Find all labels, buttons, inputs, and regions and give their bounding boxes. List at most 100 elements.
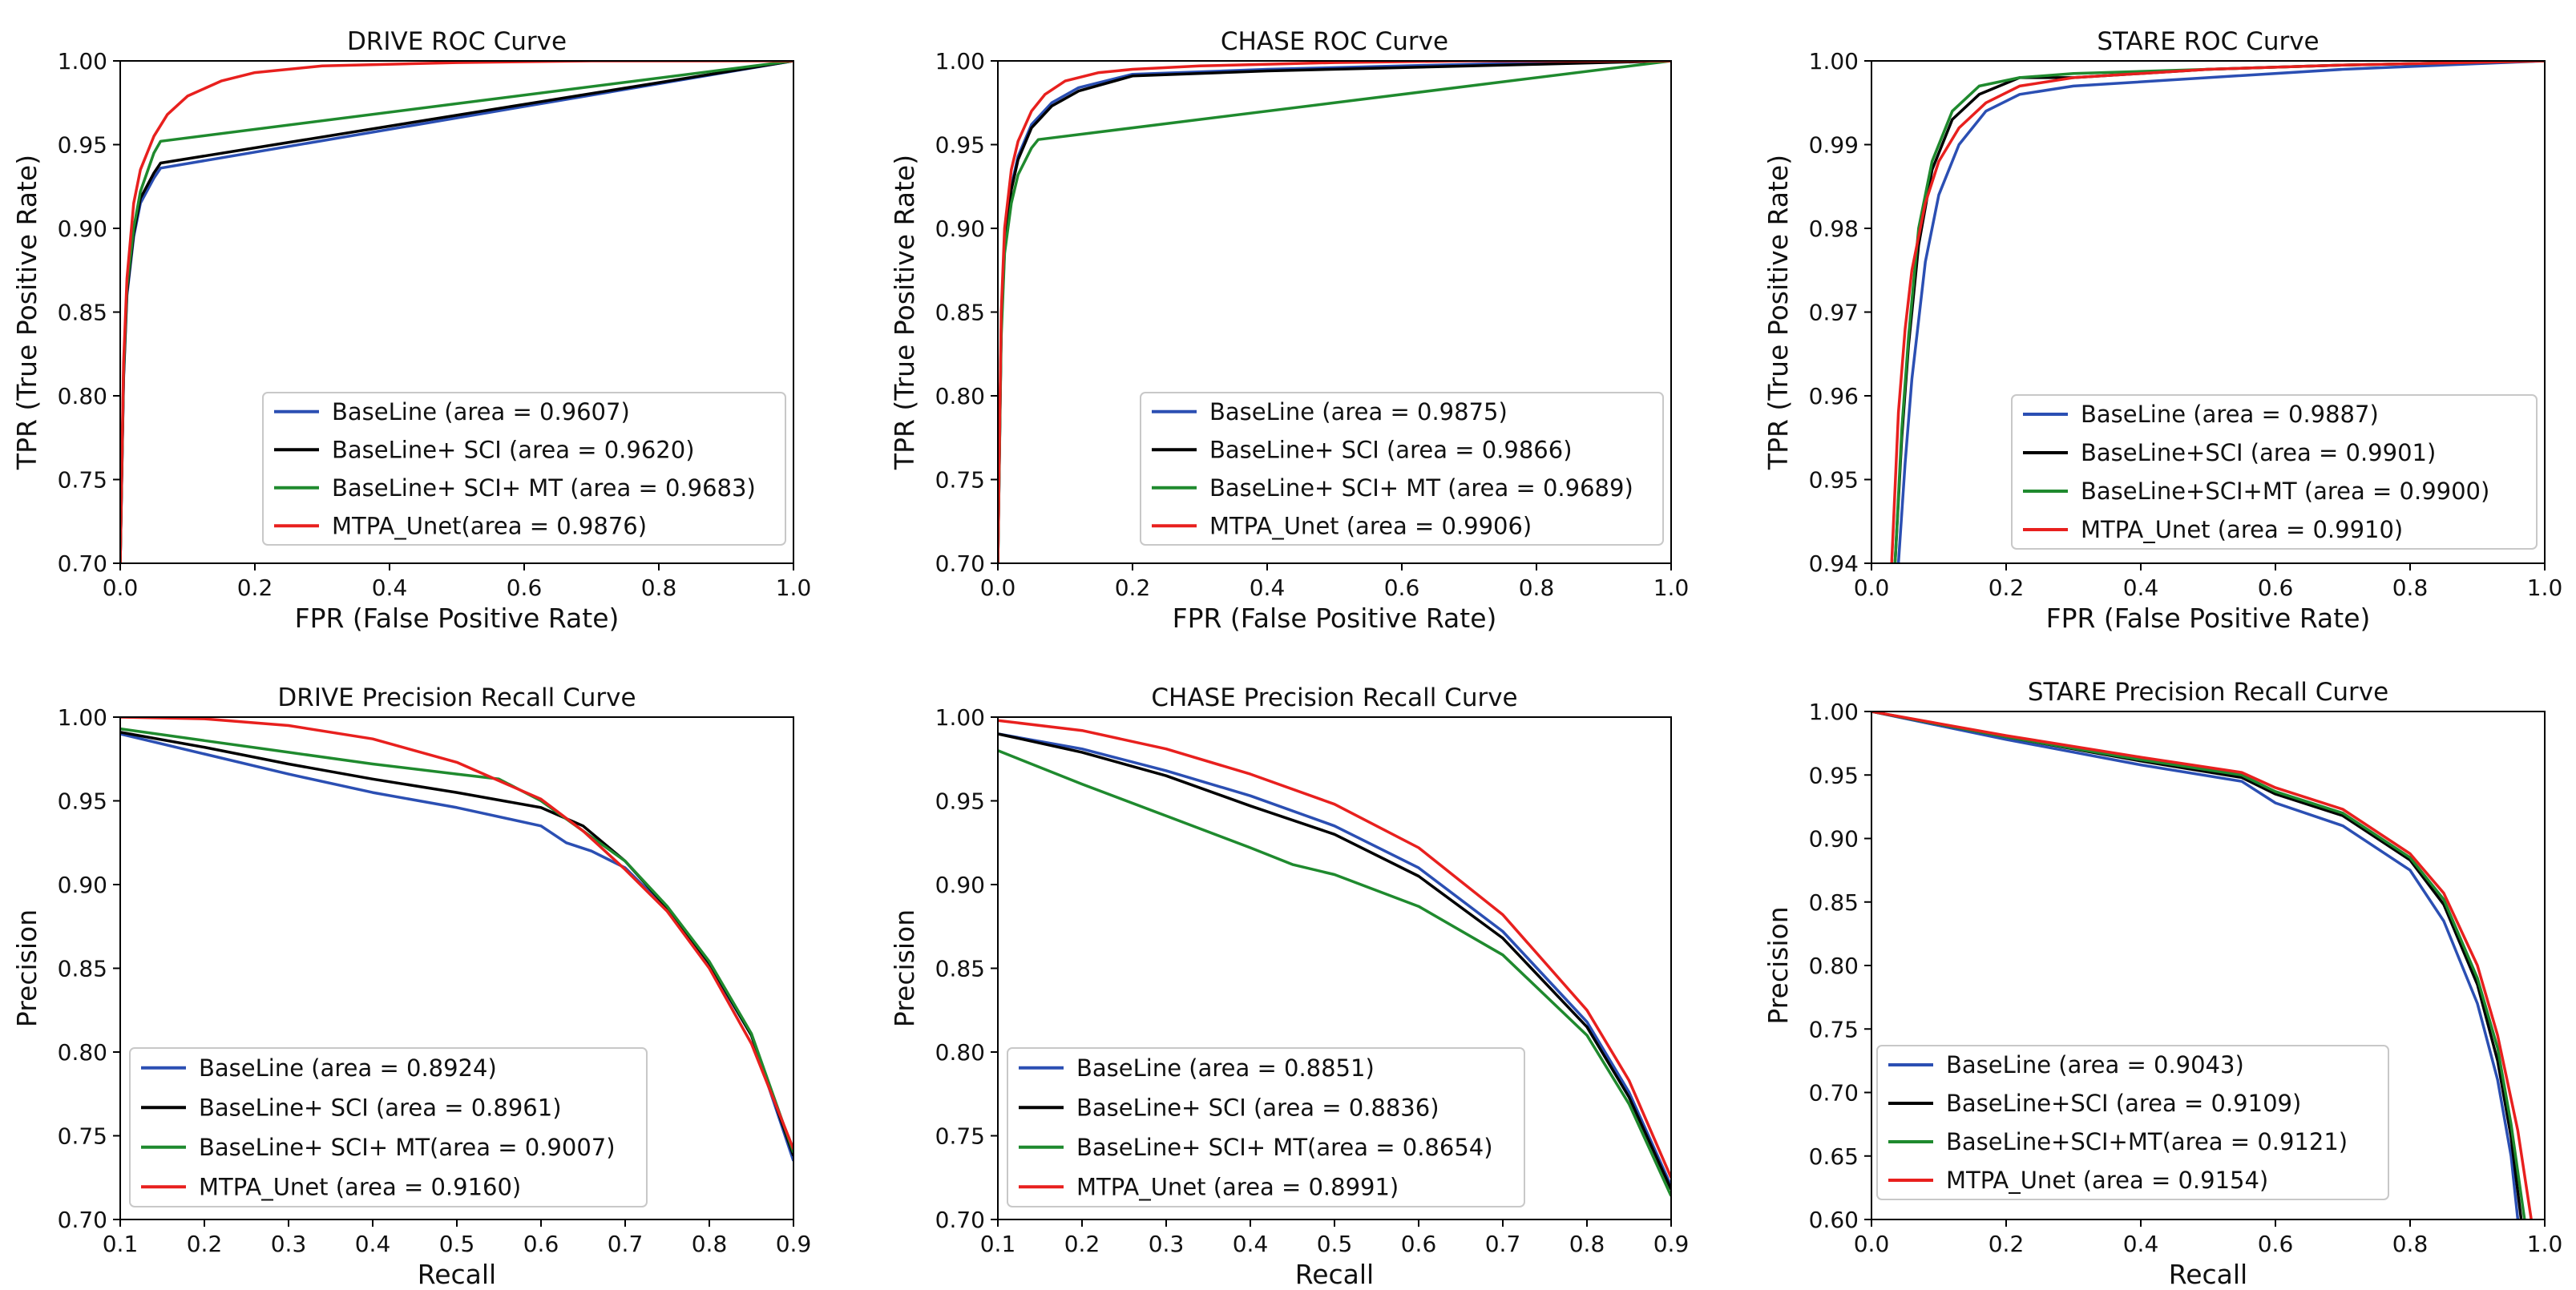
y-tick-label: 0.75 — [58, 467, 107, 494]
legend-box — [262, 392, 786, 546]
y-tick-label: 0.80 — [58, 1039, 107, 1066]
x-tick-label: 0.8 — [1519, 574, 1555, 601]
y-tick-label: 1.00 — [935, 704, 985, 731]
x-axis-label: Recall — [1295, 1259, 1374, 1290]
y-tick-label: 0.75 — [58, 1123, 107, 1150]
x-tick-label: 0.6 — [2258, 1231, 2294, 1257]
y-tick-label: 0.70 — [935, 1207, 985, 1233]
x-axis-label: FPR (False Positive Rate) — [1173, 603, 1497, 634]
legend-entry: BaseLine+ SCI+ MT (area = 0.9689) — [1209, 474, 1633, 502]
x-tick-label: 0.4 — [372, 574, 408, 601]
x-axis-label: Recall — [418, 1259, 496, 1290]
x-tick-label: 0.3 — [1149, 1231, 1185, 1257]
x-tick-label: 0.1 — [980, 1231, 1016, 1257]
y-tick-label: 0.80 — [58, 383, 107, 409]
x-tick-label: 0.4 — [1250, 574, 1286, 601]
x-axis-label: FPR (False Positive Rate) — [2046, 603, 2371, 634]
series-line-1 — [1871, 712, 2520, 1219]
x-tick-label: 0.8 — [641, 574, 677, 601]
y-tick-label: 0.75 — [935, 467, 985, 494]
legend-box — [1140, 392, 1664, 546]
x-tick-label: 0.4 — [2123, 574, 2159, 601]
legend-entry: BaseLine (area = 0.9607) — [332, 398, 630, 425]
x-tick-label: 0.0 — [1854, 1231, 1890, 1257]
x-tick-label: 0.6 — [1384, 574, 1420, 601]
x-tick-label: 0.6 — [2258, 574, 2294, 601]
legend-entry: MTPA_Unet (area = 0.9154) — [1946, 1167, 2268, 1194]
y-tick-label: 0.90 — [58, 216, 107, 242]
x-tick-label: 0.2 — [1064, 1231, 1100, 1257]
y-axis-label: TPR (True Positive Rate) — [1762, 155, 1794, 470]
y-tick-label: 0.65 — [1809, 1143, 1859, 1170]
y-tick-label: 0.80 — [1809, 953, 1859, 979]
x-tick-label: 0.5 — [1317, 1231, 1353, 1257]
y-tick-label: 0.95 — [1809, 467, 1859, 494]
y-tick-label: 0.85 — [58, 300, 107, 326]
legend: BaseLine (area = 0.9607) BaseLine+ SCI (a… — [262, 392, 786, 546]
legend-entry: BaseLine+ SCI (area = 0.9620) — [332, 436, 695, 463]
legend-entry: BaseLine+ SCI (area = 0.9866) — [1209, 436, 1573, 463]
legend-entry: BaseLine+SCI+MT(area = 0.9121) — [1946, 1128, 2348, 1155]
x-tick-label: 0.1 — [103, 1231, 139, 1257]
legend-entry: BaseLine+SCI (area = 0.9901) — [2081, 439, 2436, 466]
series-line-3 — [1871, 712, 2526, 1219]
x-tick-label: 0.2 — [1989, 574, 2025, 601]
y-tick-label: 0.85 — [58, 956, 107, 982]
x-axis-label: Recall — [2169, 1259, 2247, 1290]
y-tick-label: 0.96 — [1809, 383, 1859, 409]
y-tick-label: 0.80 — [935, 1039, 985, 1066]
y-tick-label: 0.85 — [935, 300, 985, 326]
legend-box — [2011, 394, 2538, 550]
x-tick-label: 0.4 — [2123, 1231, 2159, 1257]
legend-entry: BaseLine (area = 0.8924) — [199, 1054, 497, 1082]
x-axis-label: FPR (False Positive Rate) — [295, 603, 620, 634]
chart-panel-6: 0.0 0.2 0.4 0.6 0.8 1.0 0.60 0.65 0.70 0.75 0.80 0.… — [1762, 678, 2562, 1290]
x-tick-label: 0.9 — [776, 1231, 812, 1257]
x-tick-label: 0.6 — [1401, 1231, 1437, 1257]
y-tick-label: 0.95 — [935, 132, 985, 159]
legend-entry: BaseLine+SCI+MT (area = 0.9900) — [2081, 478, 2489, 505]
y-tick-label: 1.00 — [1809, 48, 1859, 75]
x-tick-label: 0.5 — [439, 1231, 475, 1257]
y-tick-label: 1.00 — [58, 48, 107, 75]
y-axis-label: Precision — [1762, 906, 1794, 1024]
x-tick-label: 0.8 — [1569, 1231, 1605, 1257]
x-tick-label: 0.0 — [103, 574, 139, 601]
legend-entry: MTPA_Unet(area = 0.9876) — [332, 512, 647, 539]
series-line-4 — [998, 61, 1671, 563]
y-tick-label: 0.75 — [935, 1123, 985, 1150]
x-tick-label: 0.2 — [1115, 574, 1151, 601]
y-tick-label: 1.00 — [935, 48, 985, 75]
legend: BaseLine (area = 0.8924) BaseLine+ SCI (a… — [129, 1047, 648, 1207]
chart-title: STARE Precision Recall Curve — [2028, 678, 2388, 707]
x-tick-label: 0.9 — [1653, 1231, 1690, 1257]
y-tick-label: 0.75 — [1809, 1016, 1859, 1042]
legend-entry: BaseLine+ SCI (area = 0.8961) — [199, 1094, 562, 1121]
legend-entry: MTPA_Unet (area = 0.9160) — [199, 1173, 521, 1200]
series-line-4 — [998, 719, 1671, 1179]
legend-entry: BaseLine+ SCI+ MT (area = 0.9683) — [332, 474, 756, 502]
y-tick-label: 0.98 — [1809, 216, 1859, 242]
series-line-1 — [998, 732, 1671, 1187]
x-tick-label: 0.7 — [1485, 1231, 1521, 1257]
x-tick-label: 0.4 — [1233, 1231, 1269, 1257]
x-tick-label: 1.0 — [776, 574, 812, 601]
y-tick-label: 0.90 — [58, 872, 107, 898]
series-line-4 — [120, 717, 793, 1150]
x-tick-label: 1.0 — [1653, 574, 1690, 601]
y-tick-label: 0.85 — [1809, 889, 1859, 916]
y-axis-label: Precision — [889, 909, 920, 1027]
legend-box — [1876, 1045, 2389, 1200]
x-tick-label: 0.8 — [692, 1231, 728, 1257]
chart-title: CHASE Precision Recall Curve — [1151, 683, 1517, 712]
chart-panel-3: 0.0 0.2 0.4 0.6 0.8 1.0 0.94 0.95 0.96 0.97 0.98 0.… — [1762, 27, 2562, 634]
y-tick-label: 0.95 — [58, 132, 107, 159]
legend-box — [1007, 1047, 1525, 1207]
y-tick-label: 0.70 — [1809, 1080, 1859, 1107]
y-axis-label: TPR (True Positive Rate) — [889, 155, 920, 470]
y-tick-label: 0.85 — [935, 956, 985, 982]
x-tick-label: 0.2 — [237, 574, 273, 601]
y-axis-label: TPR (True Positive Rate) — [11, 155, 42, 470]
y-tick-label: 0.90 — [1809, 826, 1859, 853]
x-tick-label: 1.0 — [2527, 1231, 2563, 1257]
